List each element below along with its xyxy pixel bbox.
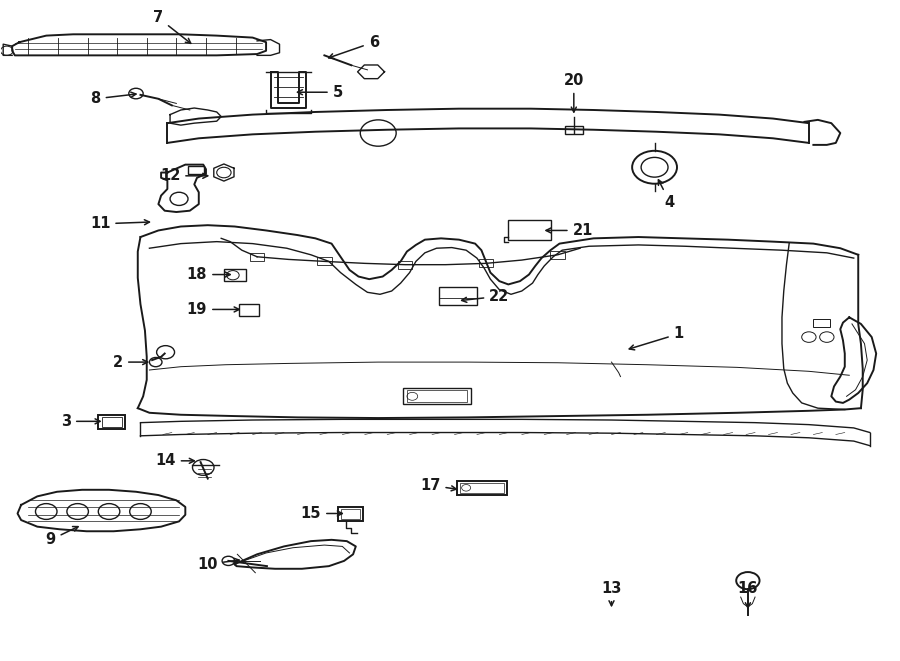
Bar	[508, 220, 552, 240]
Text: 10: 10	[197, 557, 239, 572]
Bar	[460, 483, 504, 493]
Text: 12: 12	[160, 169, 208, 183]
Text: 17: 17	[420, 478, 456, 492]
Bar	[439, 287, 477, 305]
Bar	[398, 260, 412, 268]
Text: 15: 15	[301, 506, 342, 521]
Text: 3: 3	[61, 414, 100, 429]
Text: 9: 9	[46, 527, 78, 547]
Bar	[317, 257, 331, 265]
Text: 20: 20	[563, 73, 584, 112]
Text: 6: 6	[328, 34, 379, 59]
Bar	[340, 509, 360, 520]
Bar	[457, 481, 507, 495]
Bar	[551, 251, 565, 258]
Bar	[479, 259, 493, 267]
Text: 19: 19	[187, 302, 239, 317]
Text: 18: 18	[186, 267, 230, 282]
Text: 1: 1	[629, 327, 684, 350]
Bar	[98, 414, 125, 429]
Text: 13: 13	[601, 581, 622, 605]
Text: 14: 14	[156, 453, 194, 469]
Text: 16: 16	[738, 581, 758, 607]
Text: 21: 21	[546, 223, 593, 238]
Bar	[188, 166, 204, 174]
Bar	[102, 416, 122, 427]
Text: 2: 2	[113, 354, 148, 369]
Text: 11: 11	[90, 216, 149, 231]
Bar	[565, 126, 583, 134]
Bar	[338, 507, 363, 522]
Bar	[814, 319, 830, 327]
Bar	[250, 253, 265, 260]
Bar	[403, 388, 471, 405]
Text: 4: 4	[659, 180, 675, 210]
Text: 22: 22	[462, 289, 509, 304]
Text: 5: 5	[298, 85, 343, 100]
Bar	[407, 390, 467, 403]
Bar	[239, 304, 259, 316]
Text: 8: 8	[91, 91, 136, 106]
Bar	[224, 269, 247, 281]
Text: 7: 7	[153, 11, 191, 44]
